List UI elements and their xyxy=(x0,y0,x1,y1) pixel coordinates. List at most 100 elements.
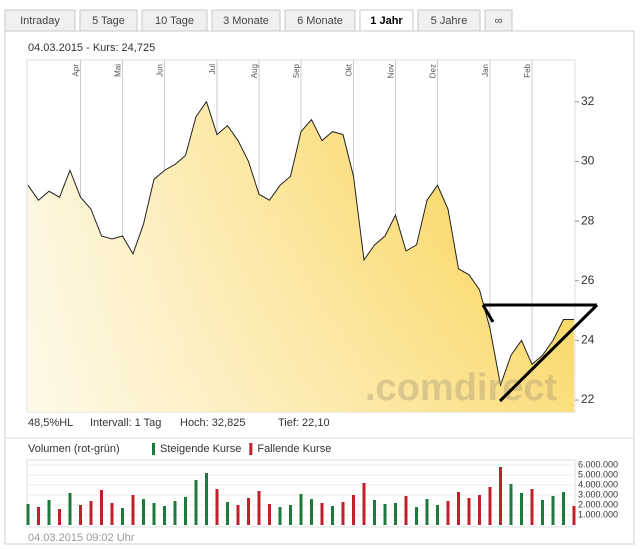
volume-bar xyxy=(37,507,40,525)
y-tick-label: 5.000.000 xyxy=(578,469,618,479)
x-tick-label: Apr xyxy=(72,64,81,77)
tab-label[interactable]: 5 Jahre xyxy=(431,15,468,27)
x-tick-label: Jun xyxy=(156,64,165,77)
tab-label[interactable]: ∞ xyxy=(495,15,503,27)
x-tick-label: Dez xyxy=(429,64,438,78)
volume-bar xyxy=(278,507,282,525)
volume-bar xyxy=(268,504,271,525)
volume-bar xyxy=(257,491,261,525)
legend-label: Steigende Kurse xyxy=(160,443,241,455)
tab-label[interactable]: 10 Tage xyxy=(155,15,194,27)
volume-bar xyxy=(520,493,523,525)
tab-label[interactable]: 3 Monate xyxy=(223,15,269,27)
volume-bar xyxy=(362,483,366,525)
x-tick-label: Aug xyxy=(250,64,259,78)
volume-bar xyxy=(457,492,460,525)
volume-bar xyxy=(58,509,61,525)
y-tick-label: 3.000.000 xyxy=(578,489,618,499)
volume-bar xyxy=(205,473,208,525)
volume-bar xyxy=(289,505,292,525)
volume-bar xyxy=(331,506,334,525)
legend-swatch xyxy=(152,443,155,455)
volume-bar xyxy=(152,503,156,525)
volume-bar xyxy=(47,500,51,525)
volume-bar xyxy=(89,501,93,525)
volume-bar xyxy=(383,504,387,525)
volume-bar xyxy=(530,489,534,525)
y-tick-label: 24 xyxy=(581,333,595,347)
tab[interactable]: Intraday xyxy=(4,9,76,32)
volume-bar xyxy=(121,508,124,525)
volume-bar xyxy=(488,487,492,525)
volume-bar xyxy=(562,492,565,525)
stat: Intervall: 1 Tag xyxy=(90,417,161,429)
volume-bar xyxy=(509,484,513,525)
line xyxy=(27,100,574,388)
tab[interactable]: ∞ xyxy=(484,9,513,32)
volume-bar xyxy=(415,507,418,525)
tab[interactable]: 5 Jahre xyxy=(417,9,481,32)
y-tick-label: 28 xyxy=(581,213,595,227)
stat: Hoch: 32,825 xyxy=(180,417,245,429)
trend-line xyxy=(498,303,599,403)
tab-background xyxy=(284,9,356,32)
tab[interactable]: 3 Monate xyxy=(211,9,281,32)
tab-label[interactable]: 1 Jahr xyxy=(370,15,403,27)
y-tick-label: 22 xyxy=(581,392,595,406)
volume-bar xyxy=(551,496,555,525)
volume-bar xyxy=(110,503,114,525)
volume-title: Volumen (rot-grün) xyxy=(28,443,120,455)
volume-bar xyxy=(341,502,345,525)
x-tick-label: Jul xyxy=(208,64,217,74)
area-shade xyxy=(28,101,574,413)
legend-swatch xyxy=(249,443,253,455)
volume-bar xyxy=(100,490,103,525)
tab-label[interactable]: 6 Monate xyxy=(297,15,343,27)
volume-bar xyxy=(436,505,439,525)
tab[interactable]: 10 Tage xyxy=(141,9,208,32)
tab[interactable]: 1 Jahr xyxy=(359,9,414,32)
volume-bar xyxy=(572,506,576,525)
volume-bar xyxy=(467,498,471,525)
volume-bar xyxy=(352,495,355,525)
tab-background xyxy=(359,9,414,32)
x-tick-label: Sep xyxy=(292,63,301,78)
tab-label[interactable]: Intraday xyxy=(20,15,60,27)
stat: 48,5%HL xyxy=(28,417,73,429)
x-tick-label: Jan xyxy=(481,64,490,77)
y-tick-label: 4.000.000 xyxy=(578,479,618,489)
volume-bar xyxy=(142,499,145,525)
volume-chart: Volumen (rot-grün) Steigende Kurse Fallend… xyxy=(26,443,618,528)
tab-background xyxy=(4,9,76,32)
y-tick-label: 2.000.000 xyxy=(578,499,618,509)
tab-background xyxy=(79,9,138,32)
tab[interactable]: 6 Monate xyxy=(284,9,356,32)
volume-bar xyxy=(236,505,240,525)
volume-frame xyxy=(26,459,576,528)
volume-bar xyxy=(425,499,429,525)
tab[interactable]: 5 Tage xyxy=(79,9,138,32)
x-tick-label: Mai xyxy=(114,64,123,77)
x-tick-label: Feb xyxy=(523,63,532,77)
stat: Tief: 22,10 xyxy=(278,417,330,429)
volume-bar xyxy=(247,498,250,525)
volume-bar xyxy=(131,495,135,525)
tab-label[interactable]: 5 Tage xyxy=(92,15,125,27)
volume-bar xyxy=(68,493,72,525)
tab-background xyxy=(211,9,281,32)
volume-bar xyxy=(373,500,376,525)
x-tick-label: Okt xyxy=(345,63,354,76)
tab-background xyxy=(484,9,513,32)
tab-background xyxy=(417,9,481,32)
trend-line xyxy=(481,304,495,323)
volume-bar xyxy=(173,501,177,525)
y-tick-label: 30 xyxy=(581,154,595,168)
volume-bar xyxy=(79,505,82,525)
volume-bar xyxy=(394,503,397,525)
volume-bar xyxy=(446,501,450,525)
legend-label: Fallende Kurse xyxy=(257,443,331,455)
footer: 04.03.2015 09:02 Uhr xyxy=(28,532,135,544)
volume-bar xyxy=(320,503,324,525)
